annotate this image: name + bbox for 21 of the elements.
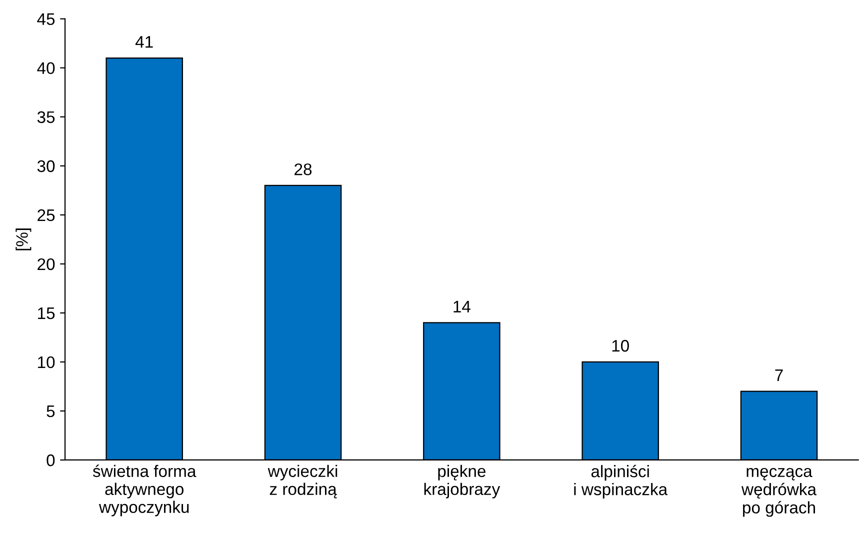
- x-tick-label: świetna forma aktywnego wypoczynku: [92, 464, 196, 516]
- y-tick-label: 40: [37, 62, 55, 74]
- y-axis-title: [%]: [16, 228, 32, 250]
- data-label: 41: [135, 36, 153, 48]
- x-tick-label: piękne krajobrazy: [424, 464, 500, 498]
- x-tick-label: alpiniści i wspinaczka: [574, 464, 668, 499]
- y-tick-label: 10: [38, 356, 55, 368]
- data-label: 7: [775, 369, 783, 381]
- data-label: 28: [294, 163, 312, 176]
- y-tick-label: 25: [38, 209, 55, 222]
- data-label: 10: [612, 340, 629, 352]
- y-tick-label: 30: [37, 160, 55, 172]
- y-tick-label: 0: [46, 454, 55, 466]
- y-tick-label: 20: [38, 258, 55, 270]
- data-label: 14: [454, 300, 470, 312]
- y-tick-label: 5: [46, 406, 55, 418]
- y-tick-label: 35: [37, 111, 55, 124]
- y-tick-label: 45: [37, 13, 55, 26]
- x-tick-label: męcząca wędrówka po górach: [741, 468, 817, 517]
- x-tick-label: wycieczki z rodziną: [268, 464, 338, 498]
- y-tick-label: 15: [38, 308, 55, 320]
